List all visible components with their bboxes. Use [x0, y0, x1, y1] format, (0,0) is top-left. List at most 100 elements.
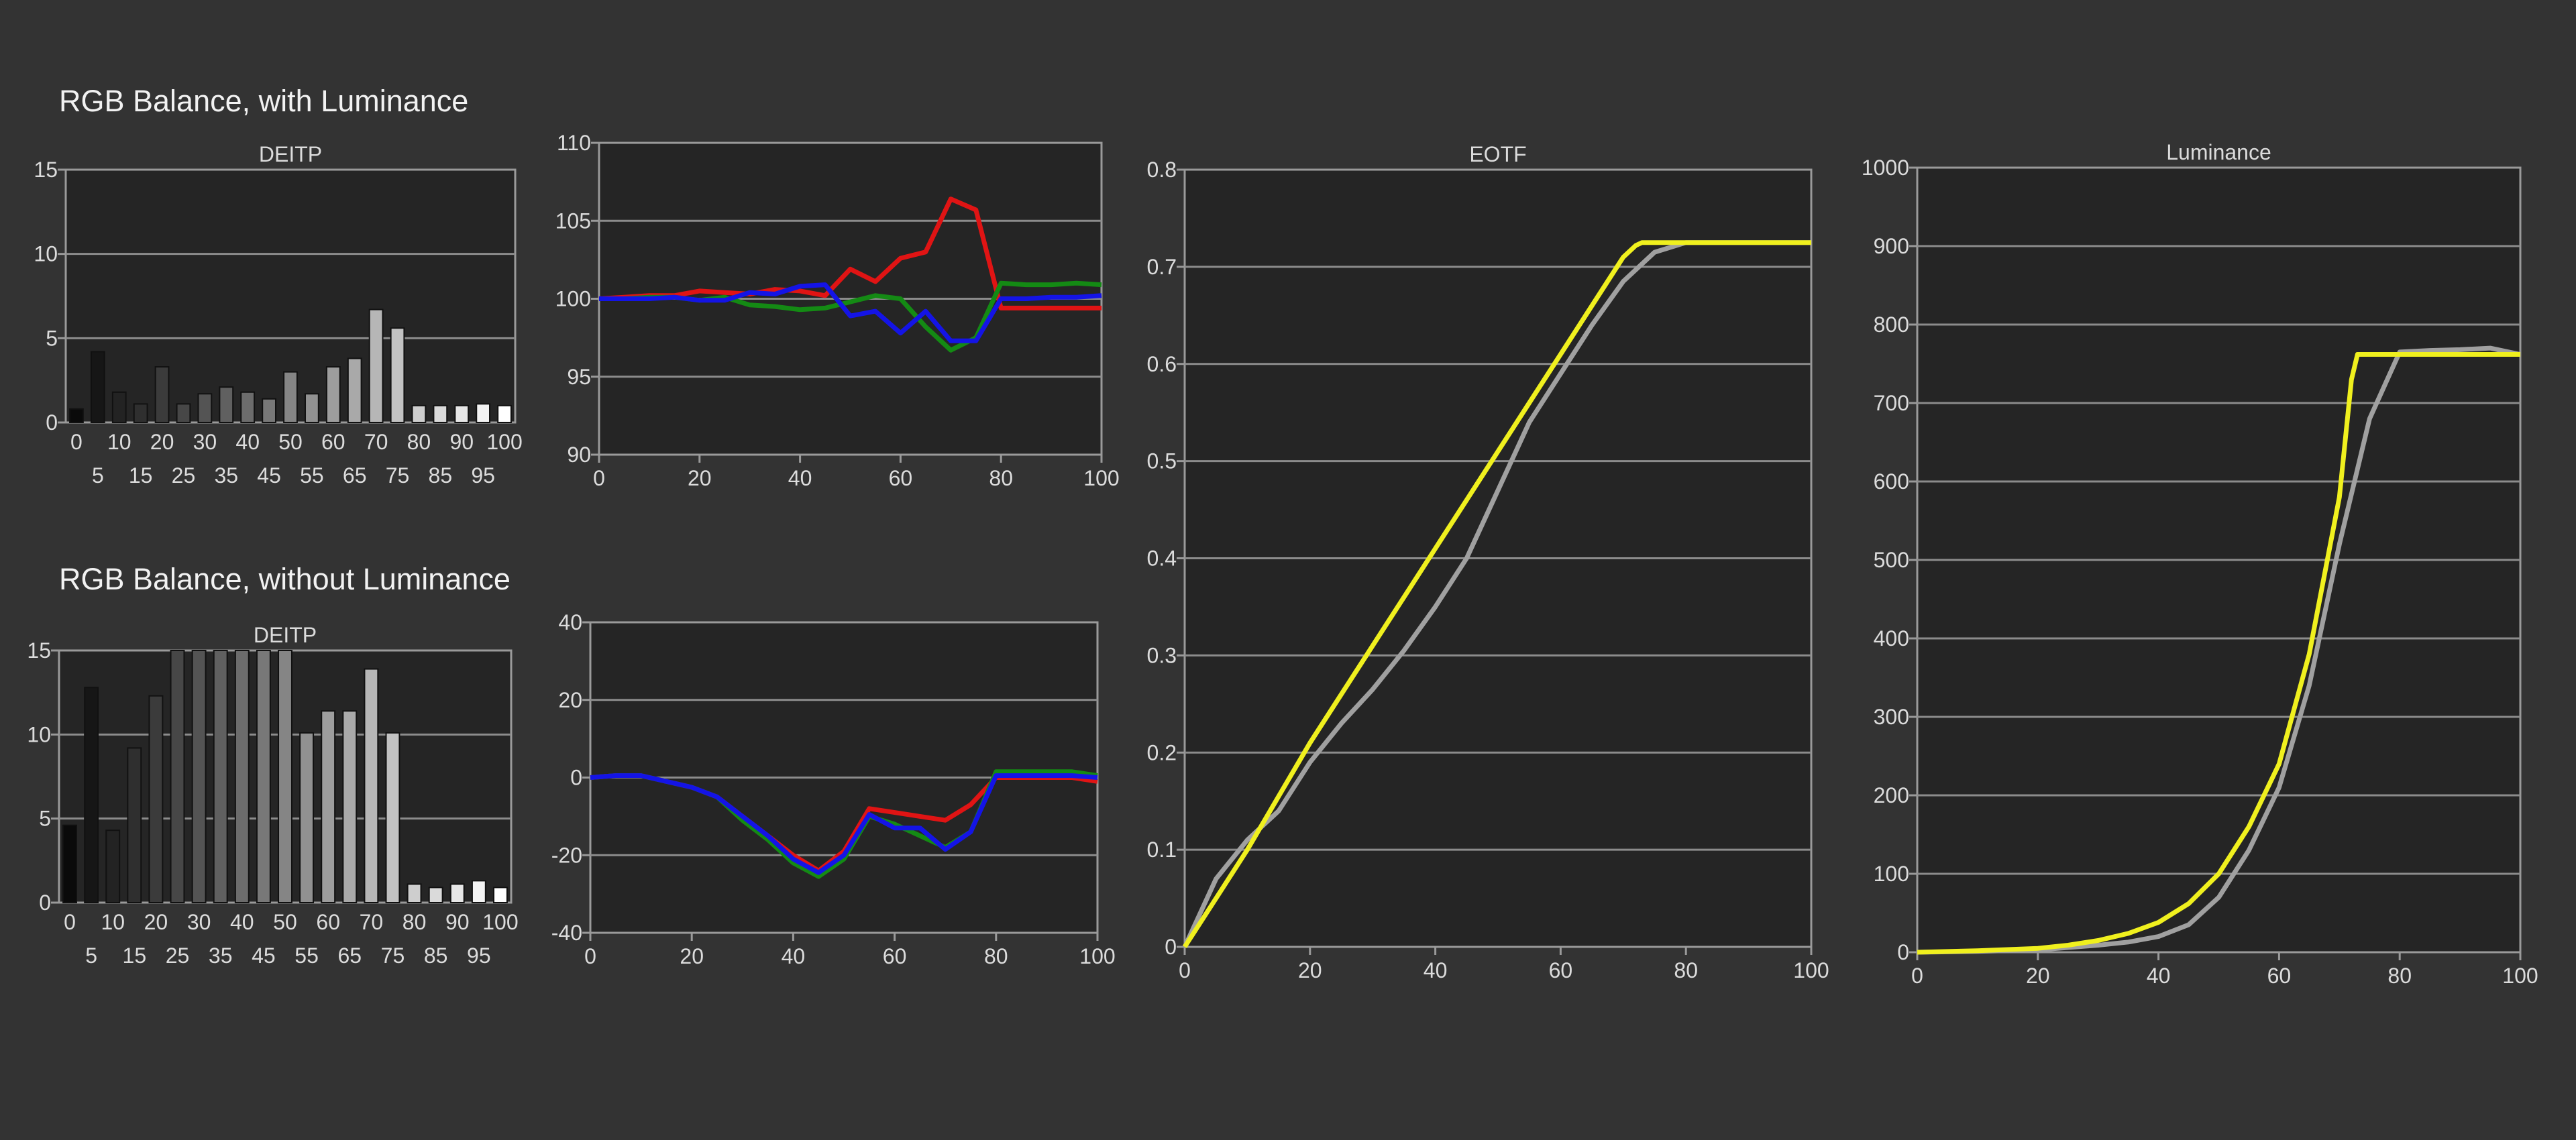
- x-tick-label: 65: [343, 463, 367, 488]
- x-tick-label: 0: [70, 430, 83, 454]
- x-tick-label: 80: [407, 430, 431, 454]
- x-tick-label: 90: [445, 910, 470, 934]
- x-tick-label: 80: [402, 910, 427, 934]
- x-tick-label: 5: [92, 463, 104, 488]
- bar-65: [347, 357, 362, 424]
- series-line-yellow: [1917, 352, 2520, 955]
- x-tick-label: 95: [467, 944, 491, 968]
- y-tick-label: 0.5: [1147, 449, 1177, 473]
- bar-100: [493, 887, 508, 903]
- x-tick-label: 10: [101, 910, 125, 934]
- bar-10: [105, 830, 121, 904]
- bar-70: [368, 308, 384, 423]
- series-line-red: [598, 196, 1102, 310]
- bar-60: [321, 710, 336, 903]
- y-tick-label: 900: [1874, 234, 1909, 258]
- x-tick-label: 50: [273, 910, 297, 934]
- x-tick-label: 20: [1298, 958, 1322, 982]
- x-tick-label: 100: [1083, 466, 1119, 490]
- bar-75: [390, 327, 405, 423]
- y-tick-label: 200: [1874, 783, 1909, 807]
- y-tick-label: 100: [555, 287, 591, 311]
- x-tick-label: 25: [172, 463, 196, 488]
- x-tick-label: 40: [788, 466, 812, 490]
- x-tick-label: 30: [187, 910, 211, 934]
- x-tick-label: 40: [2147, 964, 2171, 988]
- chart-deitp_without: DEITP05101505101520253035404550556065707…: [27, 623, 518, 968]
- x-tick-label: 35: [209, 944, 233, 968]
- bar-0: [69, 408, 84, 423]
- bar-10: [111, 391, 127, 424]
- bar-35: [219, 386, 234, 423]
- y-tick-label: -20: [551, 843, 582, 867]
- y-tick-label: 0: [39, 891, 51, 915]
- section-title-with-luminance: RGB Balance, with Luminance: [59, 84, 469, 118]
- series-line-yellow: [1183, 240, 1811, 948]
- bar-35: [213, 650, 228, 903]
- series-line-blue: [590, 773, 1098, 875]
- y-tick-label: 0: [46, 410, 58, 435]
- x-tick-label: 10: [107, 430, 131, 454]
- x-tick-label: 60: [883, 944, 907, 968]
- x-tick-label: 70: [360, 910, 384, 934]
- y-tick-label: 0.2: [1147, 740, 1177, 764]
- x-tick-label: 0: [64, 910, 76, 934]
- bar-20: [154, 366, 170, 423]
- chart-eotf: EOTF 0 0.1 0.2 0.3 0.4 0.5 0.6 0.7 0.8 0 20 40 60 80 10…: [1147, 142, 1829, 982]
- chart-title: DEITP: [259, 142, 322, 166]
- y-tick-label: 100: [1874, 862, 1909, 886]
- x-tick-label: 80: [2387, 964, 2412, 988]
- bar-40: [240, 391, 256, 424]
- x-tick-label: 40: [1424, 958, 1448, 982]
- x-tick-label: 0: [1179, 958, 1191, 982]
- bar-55: [299, 732, 315, 903]
- y-tick-label: 90: [567, 443, 591, 467]
- x-tick-label: 20: [144, 910, 168, 934]
- x-tick-label: 20: [150, 430, 174, 454]
- x-tick-label: 0: [584, 944, 596, 968]
- y-tick-label: 0.4: [1147, 547, 1177, 571]
- x-tick-label: 55: [294, 944, 319, 968]
- chart-deitp_with: DEITP05101505101520253035404550556065707…: [34, 142, 522, 488]
- bar-65: [342, 710, 358, 903]
- x-tick-label: 95: [471, 463, 495, 488]
- bar-5: [84, 687, 99, 903]
- x-tick-label: 5: [85, 944, 97, 968]
- x-tick-label: 15: [123, 944, 147, 968]
- x-tick-label: 45: [252, 944, 276, 968]
- x-tick-label: 60: [889, 466, 913, 490]
- x-tick-label: 45: [257, 463, 281, 488]
- x-tick-label: 20: [680, 944, 704, 968]
- bar-30: [197, 393, 213, 423]
- bar-55: [305, 393, 319, 423]
- bar-90: [449, 883, 465, 903]
- y-tick-label: 700: [1874, 391, 1909, 415]
- bar-15: [127, 747, 142, 904]
- bar-25: [170, 650, 185, 903]
- x-tick-label: 80: [989, 466, 1013, 490]
- bar-80: [407, 883, 422, 903]
- x-tick-label: 100: [1793, 958, 1829, 982]
- y-tick-label: 5: [39, 807, 51, 831]
- y-tick-label: 110: [557, 131, 591, 155]
- x-tick-label: 100: [1079, 944, 1115, 968]
- bar-20: [148, 695, 164, 904]
- x-tick-label: 20: [2026, 964, 2050, 988]
- y-tick-label: 10: [34, 242, 58, 266]
- y-tick-label: 0: [1165, 935, 1177, 959]
- bar-45: [262, 398, 276, 424]
- y-tick-label: 0.6: [1147, 352, 1177, 376]
- x-tick-label: 25: [166, 944, 190, 968]
- y-tick-label: 40: [558, 610, 582, 634]
- section-title-without-luminance: RGB Balance, without Luminance: [59, 562, 511, 596]
- y-tick-label: 1000: [1862, 156, 1909, 180]
- x-tick-label: 20: [688, 466, 712, 490]
- x-tick-label: 100: [2502, 964, 2538, 988]
- bar-70: [364, 668, 379, 903]
- y-tick-label: 300: [1874, 705, 1909, 729]
- x-tick-label: 15: [129, 463, 153, 488]
- bar-45: [256, 650, 271, 903]
- bar-50: [283, 371, 298, 423]
